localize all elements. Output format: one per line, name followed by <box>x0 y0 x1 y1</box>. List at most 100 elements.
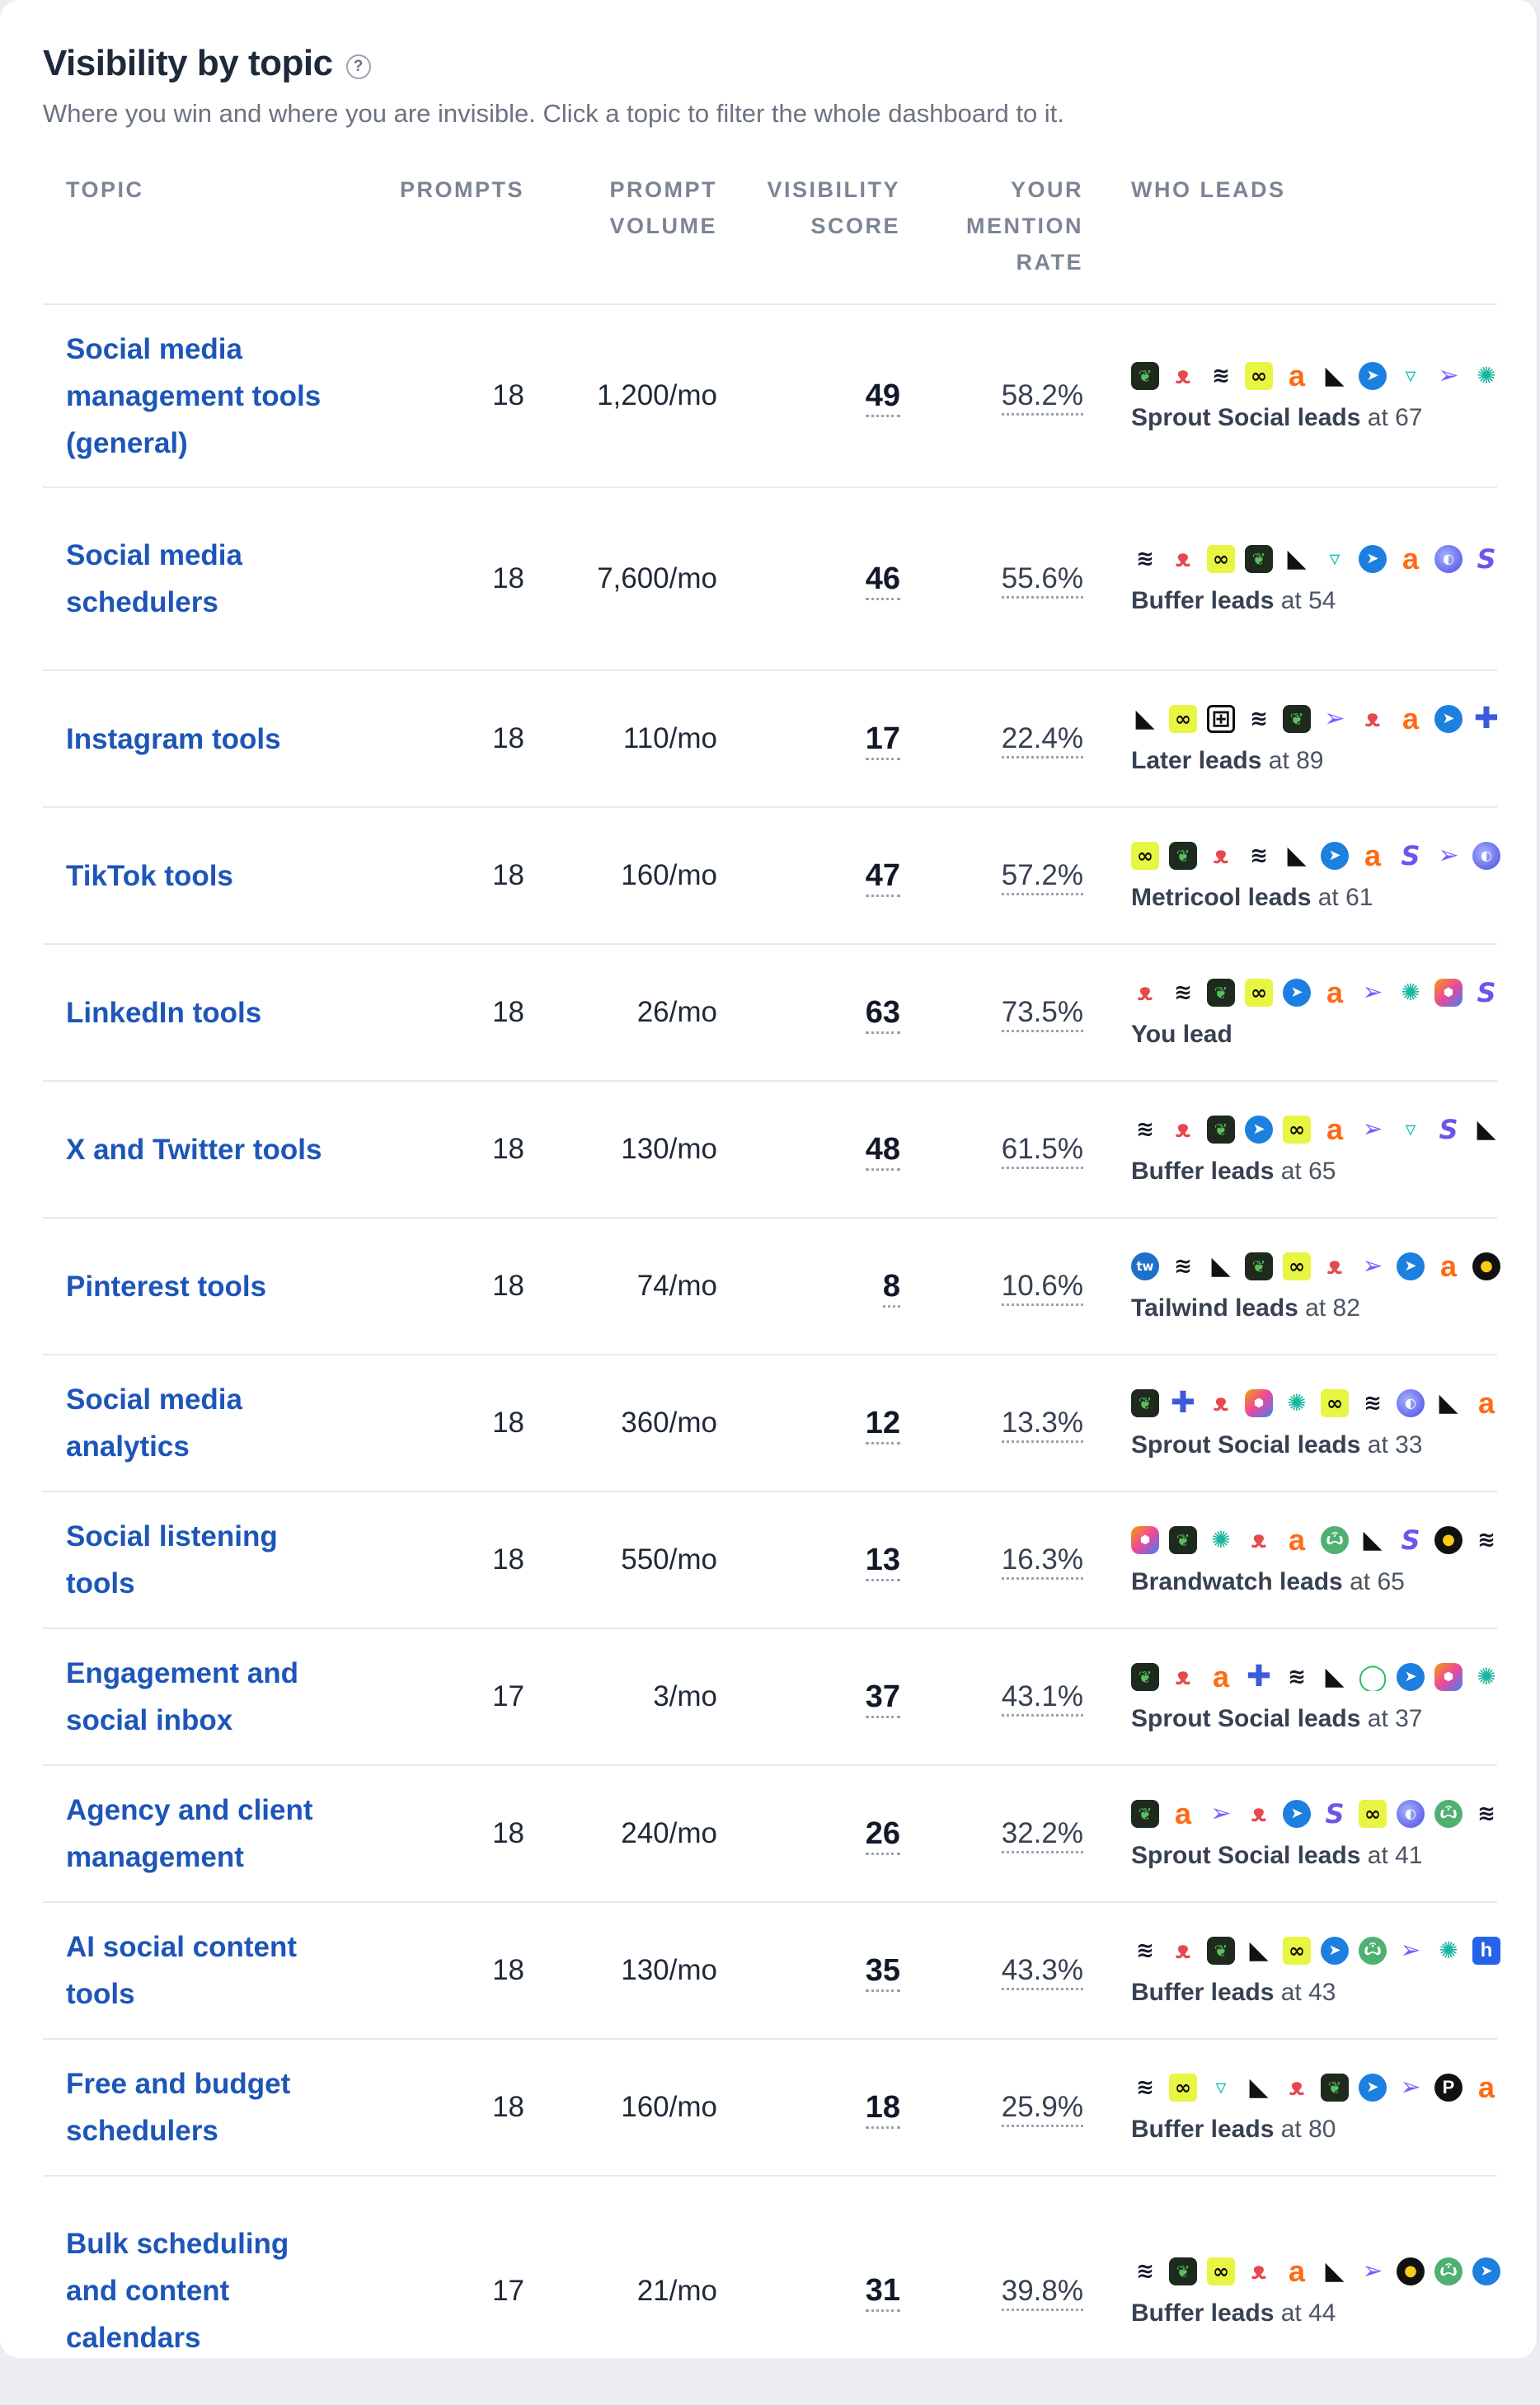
volume-cell: 7,600/mo <box>524 487 717 671</box>
competitor-icons: ≋ ᴥ ∞ ❦ ◣ ▿ ➤ a ◐ S <box>1131 543 1497 575</box>
visibility-score[interactable]: 31 <box>865 2273 900 2312</box>
leader-score: at 54 <box>1280 587 1336 614</box>
visibility-score[interactable]: 47 <box>865 857 900 897</box>
plus-icon: ✚ <box>1246 1663 1272 1691</box>
prompt-volume: 1,200/mo <box>597 379 717 411</box>
table-row[interactable]: Social media management tools (general) … <box>43 304 1497 488</box>
topic-link[interactable]: Pinterest tools <box>66 1270 267 1303</box>
column-header-prompt-volume[interactable]: PROMPT VOLUME <box>524 171 717 305</box>
telegram-icon: ➤ <box>1472 2257 1500 2285</box>
later-icon: a <box>1401 705 1420 733</box>
mention-rate[interactable]: 25.9% <box>1001 2091 1083 2127</box>
mention-rate[interactable]: 39.8% <box>1001 2274 1083 2311</box>
topic-cell: Bulk scheduling and content calendars <box>43 2176 356 2405</box>
table-row[interactable]: Agency and client management 18 240/mo 2… <box>43 1765 1497 1903</box>
telegram-icon: ➤ <box>1359 362 1387 390</box>
topic-link[interactable]: Social media management tools (general) <box>66 332 322 459</box>
table-row[interactable]: Instagram tools 18 110/mo 17 22.4% ◣ ∞ ⊞ ≋ ❦… <box>43 670 1499 808</box>
hootsuite-icon: ᴥ <box>1289 2074 1305 2102</box>
topic-link[interactable]: Free and budget schedulers <box>66 2068 291 2147</box>
table-row[interactable]: LinkedIn tools 18 26/mo 63 73.5% ᴥ ≋ ❦ ∞ ➤ a ➢… <box>43 944 1497 1082</box>
mention-rate[interactable]: 16.3% <box>1001 1543 1083 1580</box>
s-icon: S <box>1477 545 1496 573</box>
prompts-count: 18 <box>492 996 524 1028</box>
mention-rate[interactable]: 10.6% <box>1001 1270 1083 1306</box>
topic-link[interactable]: Instagram tools <box>66 722 281 755</box>
score-cell: 46 <box>717 487 900 671</box>
table-row[interactable]: X and Twitter tools 18 130/mo 48 61.5% ≋… <box>43 1081 1497 1219</box>
visibility-score[interactable]: 12 <box>865 1405 900 1444</box>
column-header-who-leads: WHO LEADS <box>1083 171 1497 305</box>
leader-score: at 82 <box>1305 1294 1360 1322</box>
visibility-score[interactable]: 37 <box>865 1679 900 1718</box>
leaf-icon: ✺ <box>1401 979 1420 1006</box>
hootsuite-icon: ᴥ <box>1175 362 1191 390</box>
mention-rate[interactable]: 58.2% <box>1001 379 1083 416</box>
leader-text: Buffer leads at 43 <box>1131 1979 1497 2007</box>
table-row[interactable]: Free and budget schedulers 18 160/mo 18 … <box>43 2039 1497 2177</box>
mention-rate[interactable]: 73.5% <box>1001 996 1083 1032</box>
mention-rate[interactable]: 57.2% <box>1001 859 1083 895</box>
topic-link[interactable]: X and Twitter tools <box>66 1133 322 1166</box>
leader-name: Buffer leads <box>1131 2116 1275 2143</box>
table-row[interactable]: Pinterest tools 18 74/mo 8 10.6% tw ≋ ◣ ❦ ∞ ᴥ… <box>43 1218 1500 1355</box>
topic-link[interactable]: LinkedIn tools <box>66 996 262 1029</box>
leader-name: Sprout Social leads <box>1131 404 1361 431</box>
table-row[interactable]: Social media schedulers 18 7,600/mo 46 5… <box>43 487 1497 671</box>
topic-link[interactable]: Social media schedulers <box>66 539 242 618</box>
visibility-score[interactable]: 49 <box>865 378 900 417</box>
visibility-score[interactable]: 17 <box>865 721 900 760</box>
visibility-score[interactable]: 26 <box>865 1815 900 1855</box>
telegram-icon: ➤ <box>1397 1252 1425 1280</box>
topic-link[interactable]: Social media analytics <box>66 1383 242 1463</box>
visibility-score[interactable]: 46 <box>865 561 900 600</box>
table-row[interactable]: Bulk scheduling and content calendars 17… <box>43 2176 1500 2405</box>
column-header-visibility-score[interactable]: VISIBILITY SCORE <box>717 171 900 305</box>
help-icon[interactable]: ? <box>345 54 371 79</box>
topic-link[interactable]: AI social content tools <box>66 1931 298 2010</box>
mention-rate[interactable]: 32.2% <box>1001 1817 1083 1853</box>
topic-link[interactable]: Bulk scheduling and content calendars <box>66 2228 289 2354</box>
buffer-icon: ≋ <box>1136 1938 1154 1963</box>
mention-rate[interactable]: 43.3% <box>1001 1954 1083 1990</box>
visibility-score[interactable]: 13 <box>865 1542 900 1581</box>
column-header-mention-rate[interactable]: YOUR MENTION RATE <box>900 171 1083 305</box>
topic-cell: Engagement and social inbox <box>43 1628 356 1766</box>
mention-rate[interactable]: 13.3% <box>1001 1407 1083 1443</box>
visibility-score[interactable]: 48 <box>865 1131 900 1171</box>
prompts-count: 18 <box>492 2091 524 2123</box>
later-icon: a <box>1477 2074 1495 2102</box>
visibility-score[interactable]: 35 <box>865 1952 900 1992</box>
prompts-cell: 18 <box>356 670 524 808</box>
visibility-score[interactable]: 18 <box>865 2089 900 2129</box>
owl-icon: ● <box>1472 1252 1500 1280</box>
hootsuite-icon: ᴥ <box>1175 1116 1191 1144</box>
topic-link[interactable]: TikTok tools <box>66 859 233 892</box>
mention-rate[interactable]: 55.6% <box>1001 562 1083 599</box>
hootsuite-icon: ᴥ <box>1175 1937 1191 1965</box>
visibility-score[interactable]: 63 <box>865 994 900 1034</box>
topic-link[interactable]: Agency and client management <box>66 1794 313 1873</box>
mention-rate[interactable]: 22.4% <box>1001 722 1083 759</box>
buffer-icon: ≋ <box>1136 547 1154 571</box>
mention-rate[interactable]: 61.5% <box>1001 1133 1083 1169</box>
leader-score: at 65 <box>1350 1568 1405 1595</box>
competitor-icons: ◣ ∞ ⊞ ≋ ❦ ➢ ᴥ a ➤ ✚ <box>1131 702 1499 735</box>
prompts-count: 17 <box>492 1680 524 1712</box>
score-cell: 8 <box>717 1218 900 1355</box>
table-row[interactable]: TikTok tools 18 160/mo 47 57.2% ∞ ❦ ᴥ ≋ ◣ ➤ a S… <box>43 807 1500 945</box>
visibility-score[interactable]: 8 <box>882 1268 900 1308</box>
mention-rate[interactable]: 43.1% <box>1001 1680 1083 1717</box>
table-row[interactable]: Engagement and social inbox 17 3/mo 37 4… <box>43 1628 1497 1766</box>
column-header-topic[interactable]: TOPIC <box>43 171 356 305</box>
ssf-icon: ◣ <box>1363 1526 1383 1554</box>
topic-link[interactable]: Engagement and social inbox <box>66 1657 298 1736</box>
table-body: Social media management tools (general) … <box>43 304 1500 2405</box>
table-row[interactable]: Social listening tools 18 550/mo 13 16.3… <box>43 1491 1497 1629</box>
column-header-prompts[interactable]: PROMPTS <box>356 171 524 305</box>
table-row[interactable]: AI social content tools 18 130/mo 35 43.… <box>43 1902 1500 2040</box>
table-row[interactable]: Social media analytics 18 360/mo 12 13.3… <box>43 1355 1497 1492</box>
competitor-icons: ≋ ❦ ∞ ᴥ a ◣ ➢ ● ѽ ➤ <box>1131 2255 1500 2288</box>
score-cell: 49 <box>717 304 900 488</box>
topic-link[interactable]: Social listening tools <box>66 1520 278 1599</box>
